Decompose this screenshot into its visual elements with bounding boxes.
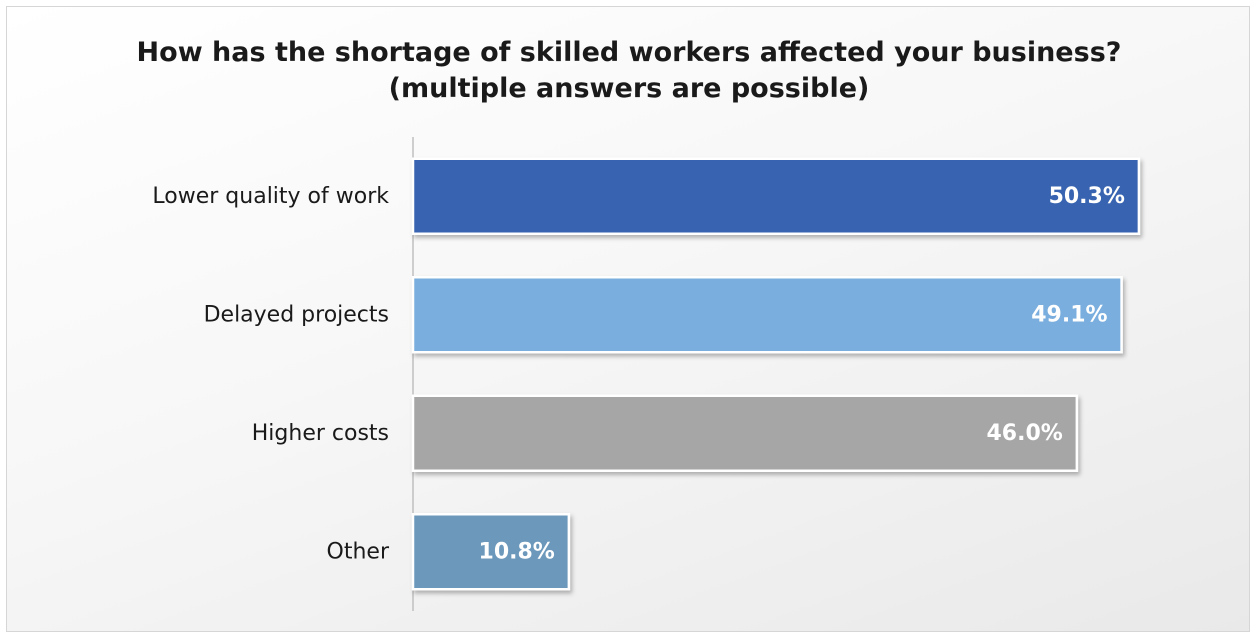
chart-frame: How has the shortage of skilled workers … [6, 6, 1250, 632]
bar-higher-costs [411, 394, 1079, 472]
data-label: 49.1% [1031, 302, 1107, 327]
chart-title-line-2: (multiple answers are possible) [388, 73, 870, 104]
bars-layer: Lower quality of work 50.3% Delayed projec… [152, 157, 1141, 591]
data-label: 50.3% [1049, 184, 1125, 209]
category-label: Delayed projects [204, 302, 389, 327]
data-label: 10.8% [479, 539, 555, 564]
category-label: Lower quality of work [152, 184, 389, 209]
data-label: 46.0% [987, 421, 1063, 446]
bar-lower-quality-of-work [411, 157, 1141, 235]
chart-title-line-1: How has the shortage of skilled workers … [136, 37, 1122, 68]
chart-title: How has the shortage of skilled workers … [7, 35, 1251, 107]
category-label: Other [327, 539, 390, 564]
bar-chart: Lower quality of work 50.3% Delayed projec… [152, 137, 1141, 611]
category-label: Higher costs [252, 421, 389, 446]
bar-other [411, 513, 571, 591]
bar-delayed-projects [411, 276, 1123, 354]
